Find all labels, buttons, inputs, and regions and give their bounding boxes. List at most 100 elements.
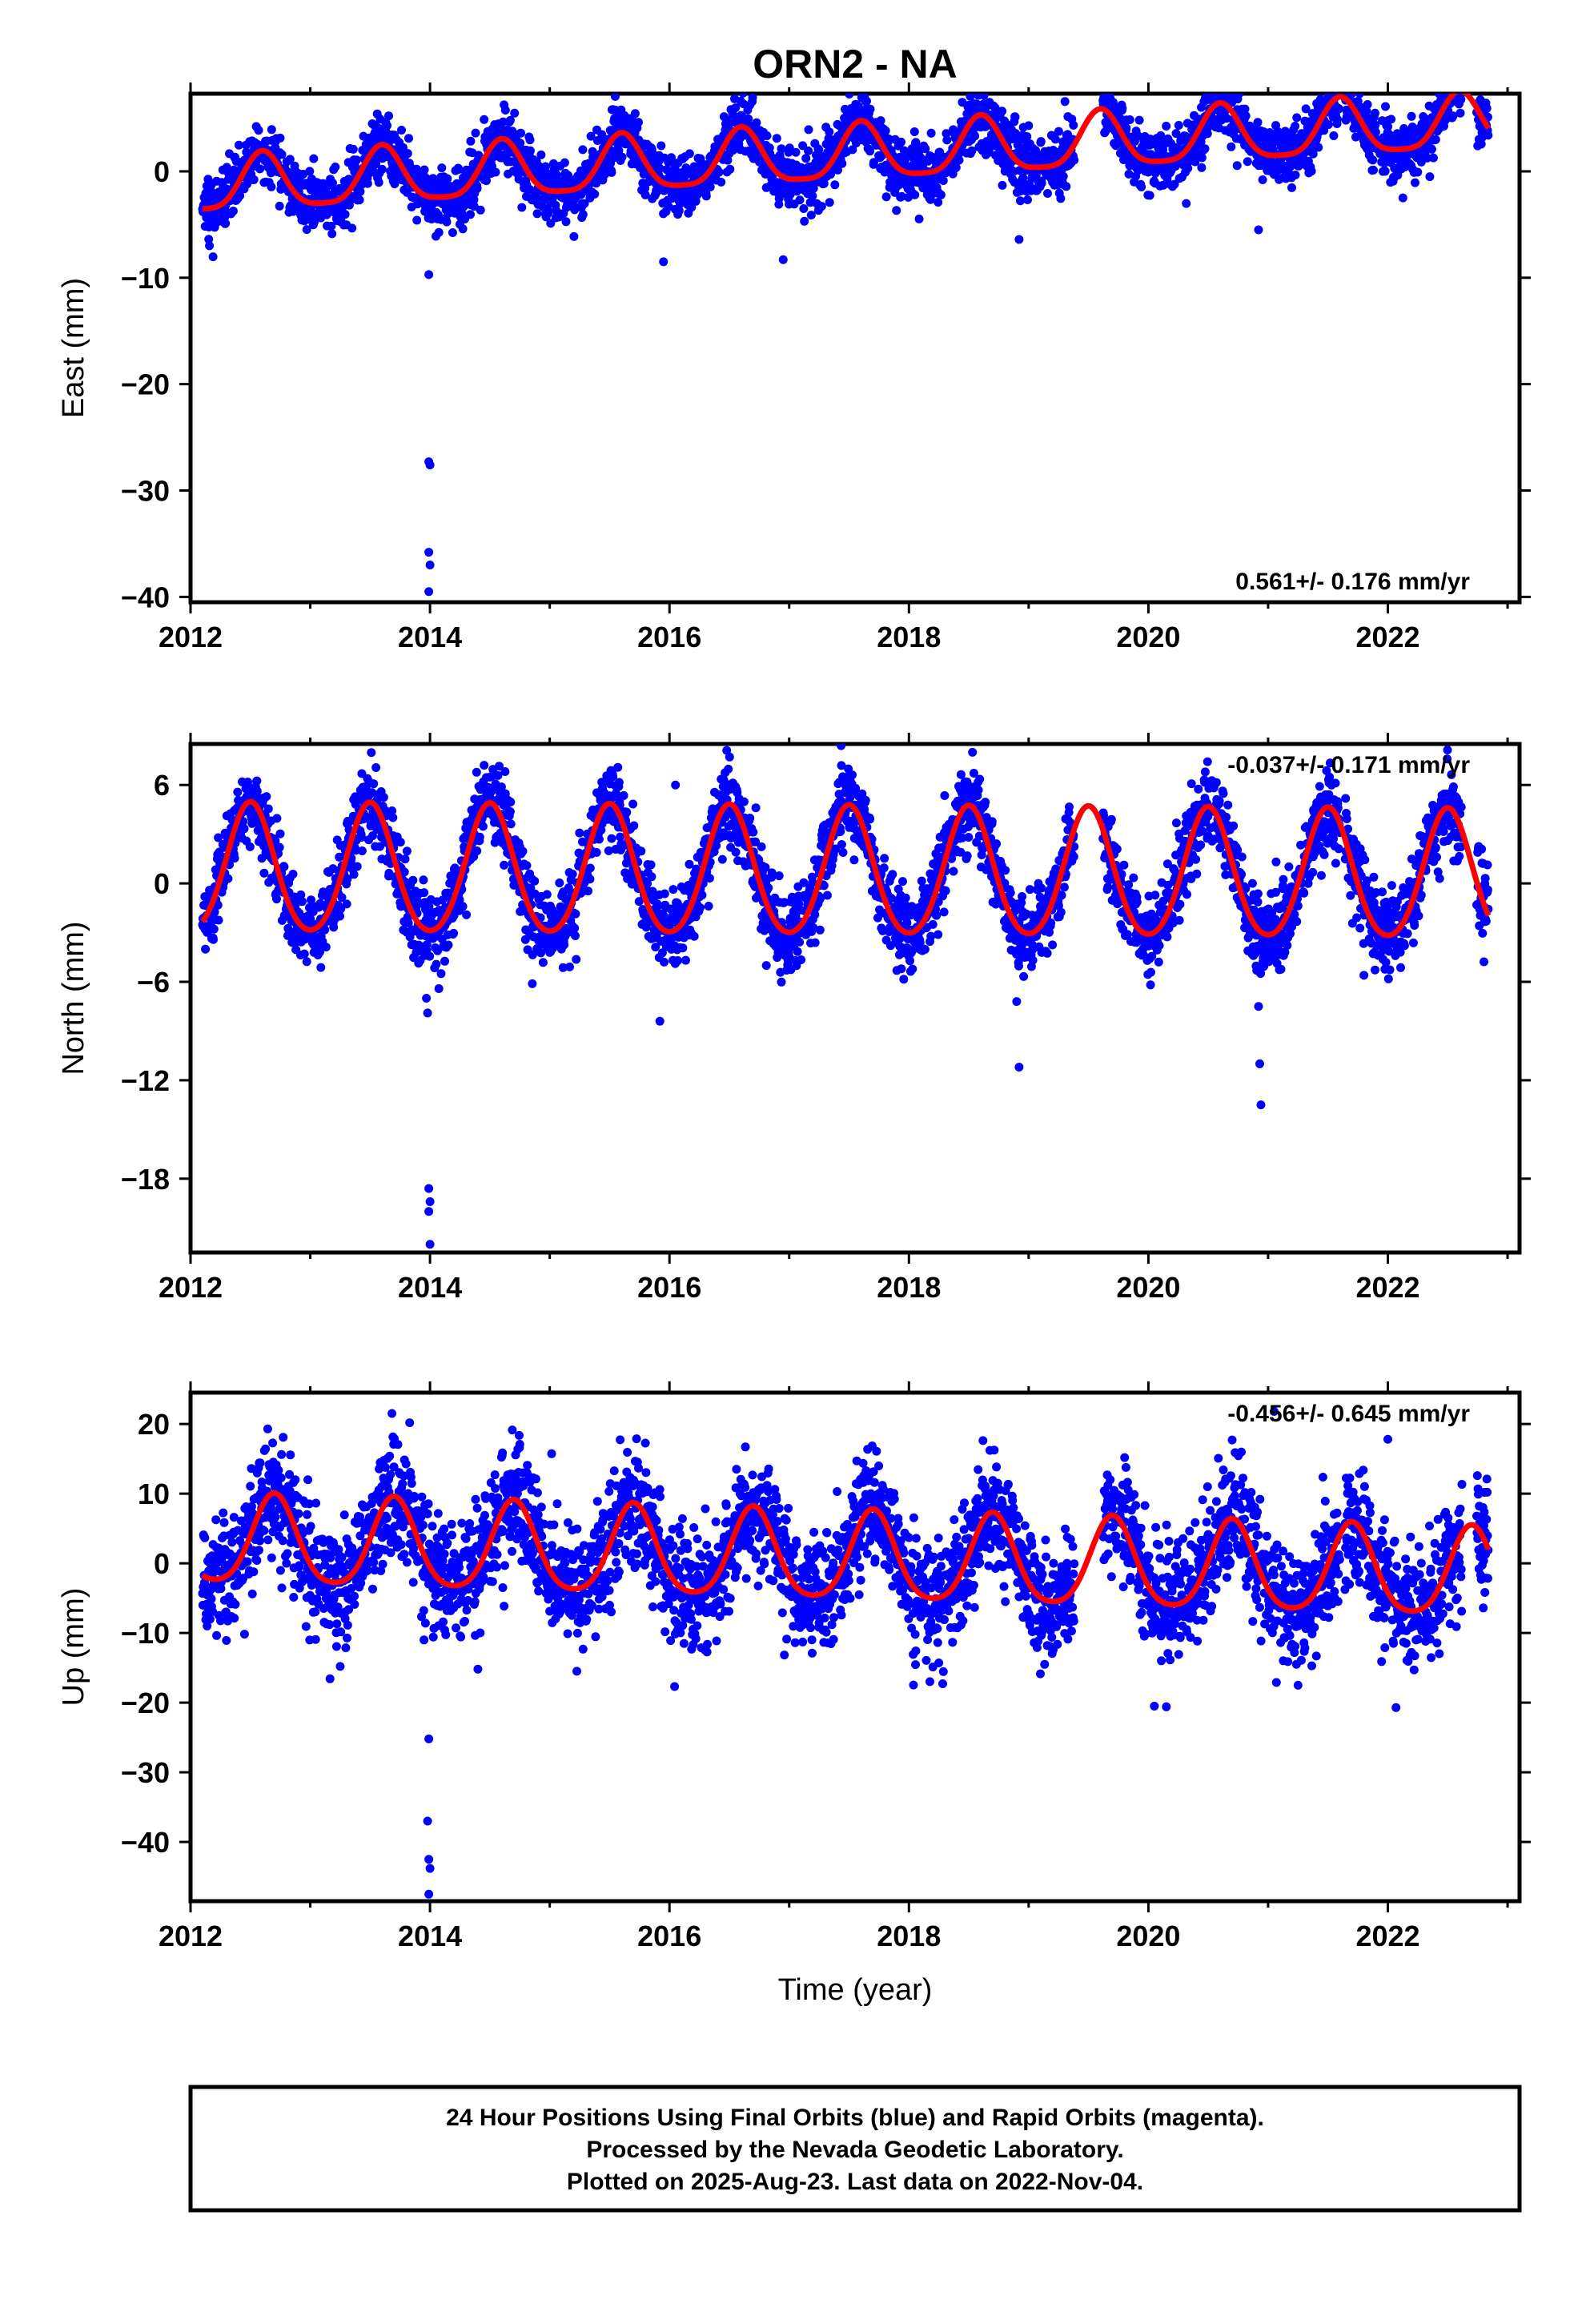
position-point	[541, 162, 551, 171]
position-point	[998, 107, 1007, 116]
position-point	[799, 204, 809, 213]
position-point	[371, 159, 381, 169]
position-point	[1174, 121, 1183, 130]
position-point	[1342, 81, 1351, 90]
position-point	[1452, 77, 1460, 86]
position-point	[1436, 75, 1445, 84]
position-point	[471, 128, 480, 138]
position-point	[518, 846, 528, 856]
position-point	[560, 940, 569, 950]
position-point	[1331, 80, 1339, 89]
outlier-point	[1254, 225, 1263, 235]
position-point	[349, 870, 359, 879]
position-point	[604, 846, 613, 855]
position-point	[1329, 131, 1339, 140]
position-point	[1343, 82, 1352, 91]
position-point	[235, 191, 245, 200]
position-point	[480, 115, 489, 124]
position-point	[1118, 103, 1127, 113]
x-tick-label: 2020	[1116, 621, 1180, 653]
position-point	[798, 141, 808, 151]
position-point	[674, 206, 684, 215]
position-point	[1411, 178, 1419, 187]
position-point	[1341, 79, 1350, 88]
position-point	[402, 846, 412, 856]
position-point	[808, 191, 817, 201]
position-point	[480, 761, 489, 770]
position-point	[897, 137, 905, 147]
position-point	[388, 813, 398, 822]
position-point	[288, 870, 298, 879]
position-point	[643, 879, 652, 888]
position-point	[1062, 182, 1071, 191]
position-point	[259, 868, 269, 878]
position-point	[1333, 115, 1342, 124]
position-point	[825, 198, 834, 207]
position-point	[578, 210, 588, 219]
position-point	[1355, 94, 1364, 99]
position-point	[565, 962, 574, 971]
position-point	[400, 854, 410, 864]
position-point	[723, 155, 733, 165]
position-point	[1307, 167, 1316, 176]
y-tick-label: −40	[121, 581, 170, 613]
outlier-point	[424, 587, 434, 597]
velocity-annotation: 0.561+/- 0.176 mm/yr	[1235, 569, 1470, 595]
position-point	[421, 174, 431, 183]
position-point	[275, 829, 285, 838]
model-fit-line	[201, 94, 1492, 212]
y-tick-label: −10	[121, 262, 170, 295]
y-tick-label: 0	[154, 155, 170, 188]
position-point	[335, 911, 344, 921]
position-point	[967, 146, 977, 155]
position-point	[640, 190, 650, 199]
position-point	[476, 205, 485, 215]
position-point	[691, 196, 701, 206]
position-point	[569, 231, 579, 241]
position-point	[1451, 80, 1460, 89]
position-point	[998, 180, 1007, 190]
y-axis-label: East (mm)	[57, 278, 90, 418]
position-point	[830, 180, 840, 190]
position-point	[1219, 82, 1228, 91]
outlier-point	[1014, 235, 1024, 244]
position-point	[748, 94, 757, 103]
position-point	[845, 94, 854, 99]
position-point	[369, 779, 379, 789]
position-point	[434, 984, 444, 993]
position-point	[837, 159, 847, 168]
position-point	[379, 793, 388, 802]
position-point	[496, 782, 506, 792]
position-point	[1292, 113, 1302, 123]
position-point	[209, 924, 219, 934]
position-point	[306, 914, 315, 923]
position-point	[252, 786, 262, 796]
position-point	[254, 126, 263, 135]
position-point	[544, 207, 553, 216]
position-point	[1347, 70, 1355, 79]
position-point	[568, 870, 577, 879]
position-point	[228, 207, 238, 215]
position-point	[1458, 75, 1467, 84]
position-point	[1398, 193, 1407, 203]
position-point	[1010, 112, 1020, 122]
position-point	[772, 134, 781, 143]
position-point	[405, 932, 415, 942]
x-tick-label: 2022	[1355, 621, 1419, 653]
position-point	[482, 176, 491, 186]
outlier-point	[424, 548, 434, 557]
position-point	[249, 175, 259, 184]
position-point	[352, 862, 362, 871]
position-point	[500, 767, 510, 776]
position-point	[648, 887, 657, 896]
position-point	[1445, 69, 1454, 78]
position-point	[368, 831, 377, 841]
position-point	[320, 925, 330, 935]
position-point	[1287, 183, 1296, 192]
position-point	[970, 131, 980, 141]
position-point	[437, 163, 447, 173]
position-point	[419, 875, 428, 885]
position-point	[1222, 114, 1231, 123]
position-point	[1423, 153, 1432, 163]
position-point	[272, 814, 282, 823]
